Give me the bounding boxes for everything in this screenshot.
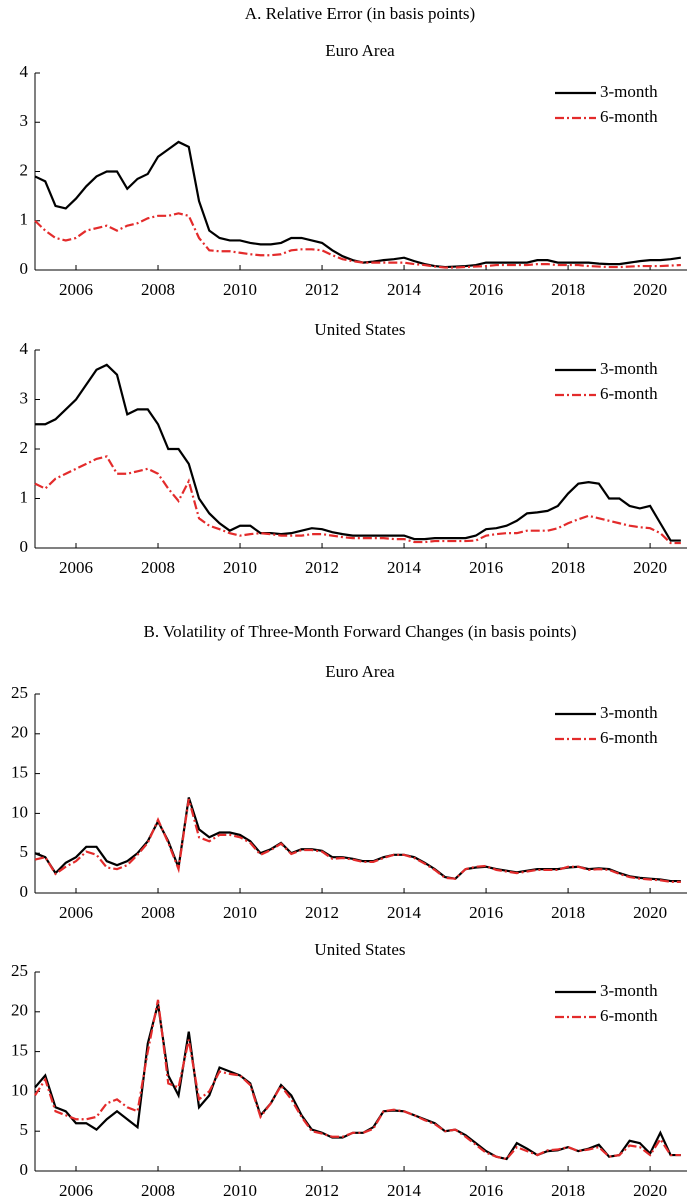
x-tick-label: 2012 xyxy=(305,1181,339,1200)
x-tick-label: 2016 xyxy=(469,1181,503,1200)
legend-label: 3-month xyxy=(600,981,658,1000)
x-tick-label: 2010 xyxy=(223,280,257,299)
x-tick-label: 2020 xyxy=(633,1181,667,1200)
x-tick-label: 2006 xyxy=(59,558,93,577)
legend-label: 6-month xyxy=(600,107,658,126)
x-tick-label: 2014 xyxy=(387,903,422,922)
series-line xyxy=(35,363,681,542)
y-tick-label: 0 xyxy=(20,259,29,278)
y-tick-label: 2 xyxy=(20,438,29,457)
series-line xyxy=(34,798,681,883)
x-tick-label: 2008 xyxy=(141,280,175,299)
x-tick-label: 2010 xyxy=(223,558,257,577)
section-title: A. Relative Error (in basis points) xyxy=(245,4,475,23)
series-line xyxy=(34,455,681,545)
x-tick-label: 2020 xyxy=(633,558,667,577)
y-tick-label: 10 xyxy=(11,1080,28,1099)
x-tick-label: 2014 xyxy=(387,280,422,299)
x-tick-label: 2016 xyxy=(469,280,503,299)
x-tick-label: 2006 xyxy=(59,280,93,299)
x-tick-label: 2018 xyxy=(551,280,585,299)
y-tick-label: 4 xyxy=(20,339,29,358)
legend-label: 6-month xyxy=(600,384,658,403)
x-tick-label: 2008 xyxy=(141,903,175,922)
x-tick-label: 2018 xyxy=(551,903,585,922)
y-tick-label: 15 xyxy=(11,763,28,782)
y-tick-label: 0 xyxy=(20,882,29,901)
y-tick-label: 2 xyxy=(20,160,29,179)
x-tick-label: 2018 xyxy=(551,558,585,577)
x-tick-label: 2012 xyxy=(305,558,339,577)
y-tick-label: 25 xyxy=(11,683,28,702)
series-line xyxy=(34,212,681,269)
x-tick-label: 2016 xyxy=(469,903,503,922)
x-tick-label: 2014 xyxy=(387,558,422,577)
legend-label: 6-month xyxy=(600,728,658,747)
y-tick-label: 20 xyxy=(11,723,28,742)
y-tick-label: 0 xyxy=(20,1160,29,1179)
x-tick-label: 2008 xyxy=(141,558,175,577)
series-line xyxy=(34,1003,681,1161)
x-tick-label: 2012 xyxy=(305,280,339,299)
y-tick-label: 1 xyxy=(20,210,29,229)
chart-title: United States xyxy=(314,940,405,959)
series-line xyxy=(34,999,681,1161)
section-title: B. Volatility of Three-Month Forward Cha… xyxy=(144,622,577,641)
legend-label: 3-month xyxy=(600,703,658,722)
y-tick-label: 5 xyxy=(20,842,29,861)
y-tick-label: 10 xyxy=(11,802,28,821)
chart-title: Euro Area xyxy=(325,41,395,60)
y-tick-label: 3 xyxy=(20,111,29,130)
legend-label: 3-month xyxy=(600,359,658,378)
chart-title: Euro Area xyxy=(325,662,395,681)
y-tick-label: 3 xyxy=(20,388,29,407)
y-tick-label: 5 xyxy=(20,1120,29,1139)
x-tick-label: 2006 xyxy=(59,1181,93,1200)
x-tick-label: 2012 xyxy=(305,903,339,922)
x-tick-label: 2006 xyxy=(59,903,93,922)
x-tick-label: 2018 xyxy=(551,1181,585,1200)
x-tick-label: 2008 xyxy=(141,1181,175,1200)
x-tick-label: 2014 xyxy=(387,1181,422,1200)
x-tick-label: 2016 xyxy=(469,558,503,577)
x-tick-label: 2020 xyxy=(633,280,667,299)
y-tick-label: 0 xyxy=(20,537,29,556)
y-tick-label: 25 xyxy=(11,961,28,980)
y-tick-label: 1 xyxy=(20,487,29,506)
series-line xyxy=(34,140,682,269)
y-tick-label: 4 xyxy=(20,62,29,81)
chart-title: United States xyxy=(314,320,405,339)
x-tick-label: 2010 xyxy=(223,903,257,922)
x-tick-label: 2020 xyxy=(633,903,667,922)
legend-label: 3-month xyxy=(600,82,658,101)
legend-label: 6-month xyxy=(600,1006,658,1025)
y-tick-label: 15 xyxy=(11,1041,28,1060)
x-tick-label: 2010 xyxy=(223,1181,257,1200)
y-tick-label: 20 xyxy=(11,1001,28,1020)
